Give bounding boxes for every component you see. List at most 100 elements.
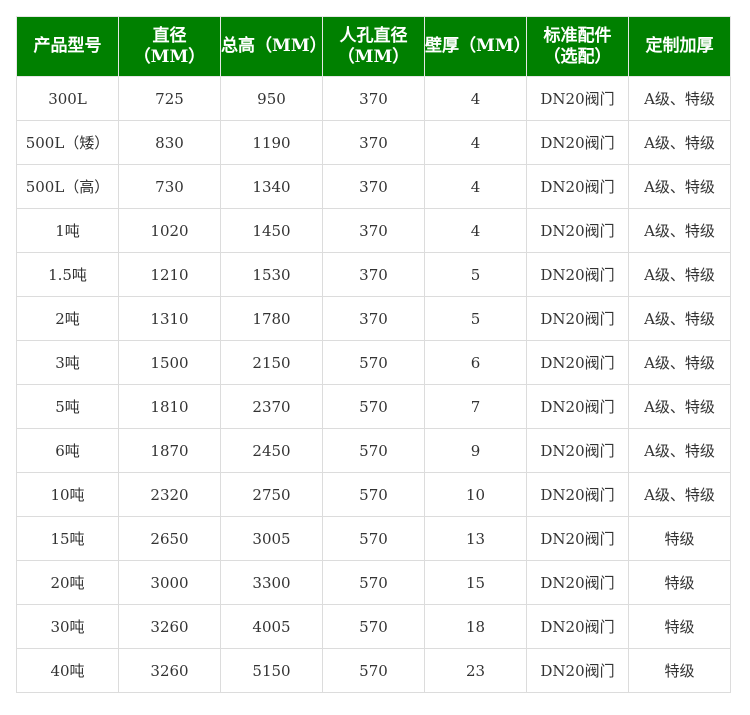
table-row: 3吨 1500 2150 570 6 DN20阀门 A级、特级 — [16, 340, 731, 385]
header-accessory: 标准配件 （选配） — [526, 16, 629, 77]
cell-height: 2370 — [220, 384, 323, 429]
cell-accessory: DN20阀门 — [526, 648, 629, 693]
cell-manhole-diameter: 570 — [322, 560, 425, 605]
cell-custom-thickening: A级、特级 — [628, 428, 731, 473]
cell-custom-thickening: 特级 — [628, 560, 731, 605]
cell-manhole-diameter: 570 — [322, 648, 425, 693]
cell-wall-thickness: 15 — [424, 560, 527, 605]
cell-wall-thickness: 9 — [424, 428, 527, 473]
cell-manhole-diameter: 570 — [322, 516, 425, 561]
header-wall-thickness: 壁厚（MM） — [424, 16, 531, 77]
cell-model: 5吨 — [16, 384, 119, 429]
cell-manhole-diameter: 370 — [322, 120, 425, 165]
cell-wall-thickness: 6 — [424, 340, 527, 385]
cell-accessory: DN20阀门 — [526, 340, 629, 385]
cell-height: 1780 — [220, 296, 323, 341]
spec-table: 产品型号 直径 （MM） 总高（MM） 人孔直径 （MM） 壁厚（MM） 标准配件 （选配… — [16, 16, 731, 693]
header-diameter: 直径 （MM） — [118, 16, 221, 77]
cell-wall-thickness: 23 — [424, 648, 527, 693]
cell-custom-thickening: A级、特级 — [628, 296, 731, 341]
cell-custom-thickening: A级、特级 — [628, 340, 731, 385]
cell-height: 3005 — [220, 516, 323, 561]
cell-wall-thickness: 4 — [424, 208, 527, 253]
cell-accessory: DN20阀门 — [526, 604, 629, 649]
cell-custom-thickening: A级、特级 — [628, 472, 731, 517]
table-row: 6吨 1870 2450 570 9 DN20阀门 A级、特级 — [16, 428, 731, 473]
cell-height: 2450 — [220, 428, 323, 473]
cell-diameter: 1870 — [118, 428, 221, 473]
cell-manhole-diameter: 370 — [322, 76, 425, 121]
header-custom-thickening: 定制加厚 — [628, 16, 731, 77]
cell-wall-thickness: 4 — [424, 120, 527, 165]
table-row: 30吨 3260 4005 570 18 DN20阀门 特级 — [16, 604, 731, 649]
cell-diameter: 3000 — [118, 560, 221, 605]
cell-diameter: 725 — [118, 76, 221, 121]
cell-model: 1吨 — [16, 208, 119, 253]
cell-diameter: 1020 — [118, 208, 221, 253]
table-row: 15吨 2650 3005 570 13 DN20阀门 特级 — [16, 516, 731, 561]
header-model: 产品型号 — [16, 16, 119, 77]
cell-accessory: DN20阀门 — [526, 560, 629, 605]
cell-manhole-diameter: 370 — [322, 208, 425, 253]
header-height: 总高（MM） — [220, 16, 327, 77]
cell-height: 2150 — [220, 340, 323, 385]
cell-custom-thickening: 特级 — [628, 604, 731, 649]
cell-wall-thickness: 7 — [424, 384, 527, 429]
table-row: 20吨 3000 3300 570 15 DN20阀门 特级 — [16, 560, 731, 605]
cell-accessory: DN20阀门 — [526, 384, 629, 429]
cell-custom-thickening: A级、特级 — [628, 252, 731, 297]
cell-model: 2吨 — [16, 296, 119, 341]
cell-accessory: DN20阀门 — [526, 516, 629, 561]
table-row: 40吨 3260 5150 570 23 DN20阀门 特级 — [16, 648, 731, 693]
cell-height: 5150 — [220, 648, 323, 693]
cell-model: 500L（矮） — [16, 120, 119, 165]
cell-model: 20吨 — [16, 560, 119, 605]
table-row: 5吨 1810 2370 570 7 DN20阀门 A级、特级 — [16, 384, 731, 429]
cell-accessory: DN20阀门 — [526, 252, 629, 297]
cell-model: 15吨 — [16, 516, 119, 561]
cell-custom-thickening: 特级 — [628, 648, 731, 693]
cell-height: 2750 — [220, 472, 323, 517]
cell-diameter: 1310 — [118, 296, 221, 341]
cell-diameter: 1500 — [118, 340, 221, 385]
cell-model: 300L — [16, 76, 119, 121]
cell-height: 1340 — [220, 164, 323, 209]
table-row: 500L（矮） 830 1190 370 4 DN20阀门 A级、特级 — [16, 120, 731, 165]
table-row: 2吨 1310 1780 370 5 DN20阀门 A级、特级 — [16, 296, 731, 341]
cell-model: 10吨 — [16, 472, 119, 517]
cell-height: 1450 — [220, 208, 323, 253]
cell-wall-thickness: 4 — [424, 76, 527, 121]
cell-manhole-diameter: 570 — [322, 384, 425, 429]
cell-model: 30吨 — [16, 604, 119, 649]
cell-height: 950 — [220, 76, 323, 121]
cell-manhole-diameter: 370 — [322, 164, 425, 209]
cell-wall-thickness: 18 — [424, 604, 527, 649]
cell-height: 1530 — [220, 252, 323, 297]
cell-wall-thickness: 5 — [424, 252, 527, 297]
cell-custom-thickening: A级、特级 — [628, 208, 731, 253]
cell-manhole-diameter: 570 — [322, 428, 425, 473]
cell-model: 1.5吨 — [16, 252, 119, 297]
cell-wall-thickness: 13 — [424, 516, 527, 561]
cell-diameter: 3260 — [118, 604, 221, 649]
cell-accessory: DN20阀门 — [526, 428, 629, 473]
cell-custom-thickening: A级、特级 — [628, 120, 731, 165]
table-row: 10吨 2320 2750 570 10 DN20阀门 A级、特级 — [16, 472, 731, 517]
cell-diameter: 830 — [118, 120, 221, 165]
table-row: 1吨 1020 1450 370 4 DN20阀门 A级、特级 — [16, 208, 731, 253]
cell-accessory: DN20阀门 — [526, 164, 629, 209]
header-row: 产品型号 直径 （MM） 总高（MM） 人孔直径 （MM） 壁厚（MM） 标准配件 （选配… — [16, 16, 731, 77]
cell-diameter: 1810 — [118, 384, 221, 429]
table-row: 1.5吨 1210 1530 370 5 DN20阀门 A级、特级 — [16, 252, 731, 297]
cell-accessory: DN20阀门 — [526, 472, 629, 517]
cell-accessory: DN20阀门 — [526, 296, 629, 341]
cell-height: 1190 — [220, 120, 323, 165]
cell-accessory: DN20阀门 — [526, 208, 629, 253]
cell-model: 6吨 — [16, 428, 119, 473]
cell-accessory: DN20阀门 — [526, 120, 629, 165]
cell-model: 500L（高） — [16, 164, 119, 209]
cell-diameter: 2320 — [118, 472, 221, 517]
header-manhole-diameter: 人孔直径 （MM） — [322, 16, 425, 77]
table-row: 500L（高） 730 1340 370 4 DN20阀门 A级、特级 — [16, 164, 731, 209]
cell-height: 4005 — [220, 604, 323, 649]
